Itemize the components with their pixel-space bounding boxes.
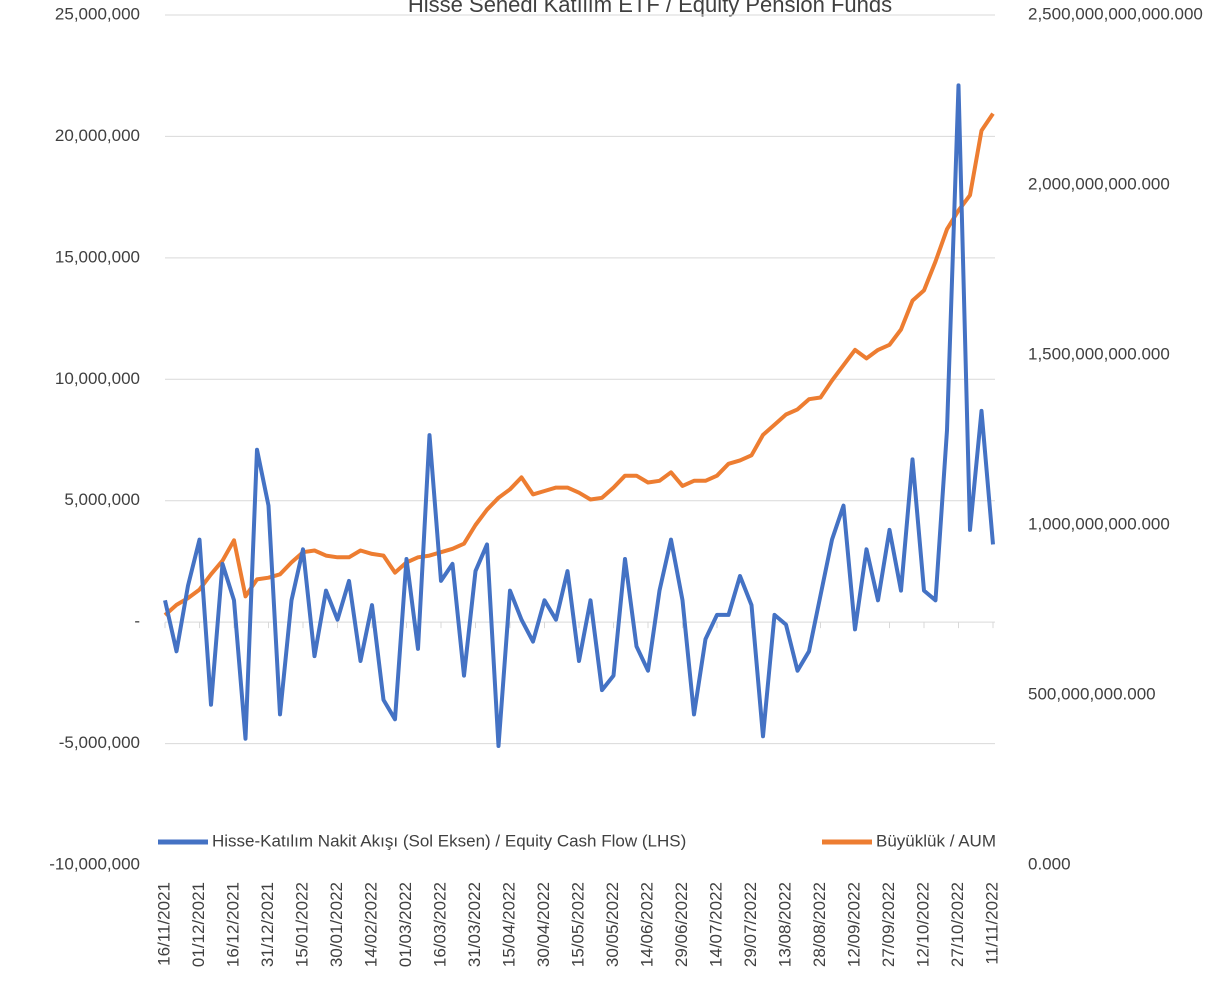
x-tick-label: 15/01/2022	[292, 882, 311, 967]
x-tick-label: 16/11/2021	[154, 882, 173, 966]
legend-label: Hisse-Katılım Nakit Akışı (Sol Eksen) / …	[212, 831, 686, 850]
y-tick-label: -5,000,000	[59, 733, 140, 752]
legend-label: Büyüklük / AUM	[876, 831, 996, 850]
chart-title: Hisse Senedi Katılım ETF / Equity Pensio…	[408, 0, 892, 17]
x-tick-label: 12/10/2022	[913, 882, 932, 967]
x-tick-label: 28/08/2022	[810, 882, 829, 967]
x-tick-label: 14/07/2022	[706, 882, 725, 967]
y2-tick-label: 2,000,000,000.000	[1028, 174, 1170, 193]
y-tick-label: 5,000,000	[64, 490, 140, 509]
x-tick-label: 30/04/2022	[534, 882, 553, 967]
series-line	[163, 83, 995, 748]
x-tick-label: 01/03/2022	[396, 882, 415, 967]
y2-tick-label: 500,000,000.000	[1028, 684, 1156, 703]
x-tick-label: 30/01/2022	[327, 882, 346, 967]
y2-tick-label: 0.000	[1028, 854, 1071, 873]
x-tick-label: 15/04/2022	[499, 882, 518, 967]
x-tick-label: 15/05/2022	[568, 882, 587, 967]
y2-tick-label: 2,500,000,000,000.000	[1028, 4, 1203, 23]
x-tick-label: 31/12/2021	[258, 882, 277, 967]
x-tick-label: 29/06/2022	[672, 882, 691, 967]
x-tick-label: 12/09/2022	[844, 882, 863, 967]
y-tick-label: -	[134, 612, 140, 631]
x-tick-label: 31/03/2022	[465, 882, 484, 967]
y2-tick-label: 1,500,000,000.000	[1028, 344, 1170, 363]
x-tick-label: 16/12/2021	[223, 882, 242, 967]
x-tick-label: 27/10/2022	[948, 882, 967, 967]
x-tick-label: 29/07/2022	[741, 882, 760, 967]
y-tick-label: -10,000,000	[49, 854, 140, 873]
x-tick-label: 30/05/2022	[603, 882, 622, 967]
y-tick-label: 10,000,000	[55, 369, 140, 388]
x-tick-label: 11/11/2022	[982, 882, 1001, 965]
x-tick-label: 01/12/2021	[189, 882, 208, 967]
x-tick-label: 14/02/2022	[361, 882, 380, 967]
x-tick-label: 14/06/2022	[637, 882, 656, 967]
x-tick-label: 16/03/2022	[430, 882, 449, 967]
series-line	[163, 112, 995, 617]
y2-tick-label: 1,000,000,000.000	[1028, 514, 1170, 533]
x-tick-label: 13/08/2022	[775, 882, 794, 967]
y-tick-label: 25,000,000	[55, 4, 140, 23]
y-tick-label: 20,000,000	[55, 126, 140, 145]
x-tick-label: 27/09/2022	[879, 882, 898, 967]
y-tick-label: 15,000,000	[55, 247, 140, 266]
